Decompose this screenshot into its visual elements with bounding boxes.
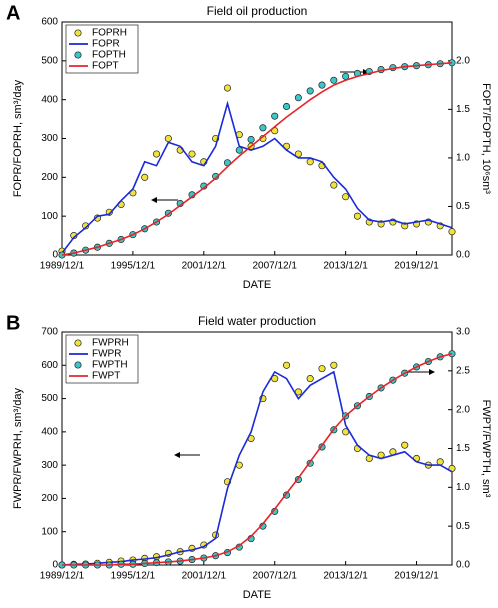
marker — [342, 72, 350, 80]
y-tick-label: 200 — [41, 493, 58, 504]
marker — [330, 181, 338, 189]
y2-tick-label: 1.5 — [456, 104, 470, 115]
y-tick-label: 100 — [41, 526, 58, 537]
marker — [271, 112, 279, 120]
panel-label: B — [6, 312, 20, 334]
x-axis-label: DATE — [243, 589, 272, 601]
y-tick-label: 400 — [41, 94, 58, 105]
legend-label: FOPRH — [92, 28, 127, 39]
legend-marker — [74, 29, 82, 37]
y2-tick-label: 1.5 — [456, 443, 470, 454]
y2-tick-label: 0.5 — [456, 201, 470, 212]
marker — [401, 441, 409, 449]
marker — [342, 193, 350, 201]
marker — [82, 222, 90, 230]
x-tick-label: 2007/12/1 — [252, 261, 297, 272]
y-tick-label: 0 — [52, 250, 58, 261]
line — [61, 100, 453, 254]
y-tick-label: 600 — [41, 17, 58, 28]
x-tick-label: 1995/12/1 — [111, 261, 156, 272]
legend-label: FWPTH — [92, 360, 128, 371]
x-tick-label: 2001/12/1 — [182, 261, 227, 272]
marker — [223, 84, 232, 92]
x-tick-label: 2013/12/1 — [323, 261, 368, 272]
x-tick-label: 2013/12/1 — [323, 571, 368, 582]
y2-tick-label: 0.0 — [456, 560, 470, 571]
y2-tick-label: 3.0 — [456, 327, 470, 338]
y-tick-label: 200 — [41, 172, 58, 183]
y2-tick-label: 1.0 — [456, 153, 470, 164]
marker — [188, 150, 196, 158]
marker — [164, 134, 172, 143]
y-tick-label: 400 — [41, 426, 58, 437]
legend-label: FOPTH — [92, 50, 126, 61]
y2-tick-label: 0.0 — [456, 250, 470, 261]
marker — [259, 124, 267, 132]
x-tick-label: 1989/12/1 — [40, 261, 85, 272]
legend-label: FOPR — [92, 39, 120, 50]
marker — [294, 94, 302, 102]
marker — [448, 228, 456, 236]
chart-title: Field oil production — [207, 4, 308, 18]
marker — [318, 365, 326, 373]
line — [61, 62, 453, 256]
y2-axis-label: FOPT/FOPTH, 10⁶sm³ — [480, 83, 492, 194]
x-tick-label: 2001/12/1 — [182, 571, 227, 582]
marker — [306, 375, 314, 383]
marker — [330, 76, 338, 84]
y2-tick-label: 1.0 — [456, 482, 470, 493]
marker — [282, 361, 291, 369]
chart-title: Field water production — [198, 314, 316, 328]
marker — [212, 172, 220, 180]
legend-label: FOPT — [92, 61, 119, 72]
y2-axis-label: FWPT/FWPTH, sm³ — [480, 400, 492, 498]
panel-label: A — [6, 2, 20, 24]
line — [62, 352, 453, 566]
x-tick-label: 2019/12/1 — [394, 261, 439, 272]
x-tick-label: 2019/12/1 — [394, 571, 439, 582]
marker — [152, 150, 161, 158]
marker — [353, 212, 362, 220]
legend-marker — [74, 51, 82, 59]
y-tick-label: 300 — [41, 460, 58, 471]
legend-marker — [74, 361, 82, 369]
marker — [306, 87, 314, 95]
legend-label: FWPRH — [92, 338, 129, 349]
y2-tick-label: 2.5 — [456, 365, 470, 376]
y2-tick-label: 0.5 — [456, 521, 470, 532]
y-tick-label: 500 — [41, 55, 58, 66]
y-tick-label: 700 — [41, 327, 58, 338]
marker — [235, 146, 243, 154]
marker — [330, 361, 338, 369]
x-tick-label: 1995/12/1 — [111, 571, 156, 582]
marker — [436, 458, 444, 466]
y-tick-label: 100 — [41, 211, 58, 222]
line — [61, 370, 453, 566]
y2-tick-label: 2.0 — [456, 55, 470, 66]
y-tick-label: 500 — [41, 393, 58, 404]
y-axis-label: FWPR/FWPRH, sm³/day — [12, 388, 24, 509]
x-tick-label: 2007/12/1 — [252, 571, 297, 582]
marker — [318, 81, 326, 89]
legend-label: FWPR — [92, 349, 121, 360]
marker — [306, 158, 314, 166]
x-tick-label: 1989/12/1 — [40, 571, 85, 582]
y-tick-label: 0 — [52, 560, 58, 571]
y-axis-label: FOPR/FOPRH, sm³/day — [12, 79, 24, 197]
y-tick-label: 600 — [41, 360, 58, 371]
y2-tick-label: 2.0 — [456, 404, 470, 415]
marker — [141, 173, 149, 181]
y-tick-label: 300 — [41, 133, 58, 144]
marker — [282, 102, 291, 111]
marker — [247, 135, 255, 144]
x-axis-label: DATE — [243, 279, 272, 291]
legend-marker — [74, 339, 82, 347]
legend-box — [65, 24, 139, 74]
legend-label: FWPT — [92, 371, 120, 382]
